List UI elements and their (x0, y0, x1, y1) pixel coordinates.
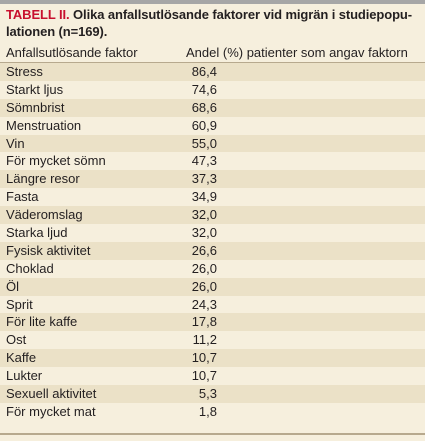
table-row: Stress 86,4 (0, 63, 425, 81)
table-row: Menstruation 60,9 (0, 117, 425, 135)
factor-cell: Vin (6, 135, 25, 151)
share-cell: 86,4 (191, 64, 217, 79)
table-row: Choklad 26,0 (0, 260, 425, 278)
table-caption: TABELL II. Olika anfallsutlösande faktor… (0, 4, 425, 40)
table-row: För mycket mat 1,8 (0, 403, 425, 421)
factor-cell: Sömnbrist (6, 99, 65, 115)
table-row: Fysisk aktivitet 26,6 (0, 241, 425, 260)
table-row: Sömnbrist 68,6 (0, 98, 425, 117)
factor-cell: Längre resor (6, 171, 80, 187)
table-body: Stress 86,4 Starkt ljus 74,6 Sömnbrist 68,6 Me… (0, 63, 425, 421)
factor-cell: Choklad (6, 260, 54, 276)
factor-cell: För lite kaffe (6, 314, 78, 330)
share-cell: 26,0 (191, 260, 217, 276)
share-cell: 17,8 (191, 314, 217, 330)
table-caption-text: Olika anfallsutlösande faktorer vid migr… (6, 7, 413, 39)
table-row: Starka ljud 32,0 (0, 224, 425, 242)
header-factor: Anfallsutlösande faktor (6, 45, 138, 60)
table-row: Vin 55,0 (0, 134, 425, 153)
factor-cell: Ost (6, 332, 27, 348)
share-cell: 10,7 (191, 350, 217, 366)
factor-cell: Stress (6, 64, 43, 79)
factor-cell: Kaffe (6, 350, 37, 366)
share-cell: 32,0 (191, 225, 217, 241)
factor-cell: Sexuell aktivitet (6, 386, 97, 402)
factor-cell: Lukter (6, 368, 43, 384)
share-cell: 24,3 (191, 296, 217, 312)
table-row: Starkt ljus 74,6 (0, 81, 425, 99)
factor-cell: Fasta (6, 189, 39, 205)
share-cell: 37,3 (191, 171, 217, 187)
share-cell: 74,6 (191, 81, 217, 97)
share-cell: 10,7 (191, 368, 217, 384)
table-row: För lite kaffe 17,8 (0, 313, 425, 332)
share-cell: 55,0 (191, 135, 217, 151)
share-cell: 26,0 (191, 278, 217, 294)
factor-cell: För mycket sömn (6, 153, 106, 169)
share-cell: 1,8 (198, 403, 217, 419)
factor-cell: Starka ljud (6, 225, 68, 241)
share-cell: 5,3 (198, 386, 217, 402)
factor-cell: Öl (6, 278, 19, 294)
bottom-rule (0, 433, 425, 435)
share-cell: 26,6 (191, 242, 217, 258)
factor-cell: Menstruation (6, 117, 82, 133)
table-row: Lukter 10,7 (0, 367, 425, 385)
table-row: Sprit 24,3 (0, 296, 425, 314)
factor-cell: Sprit (6, 296, 33, 312)
factor-cell: För mycket mat (6, 403, 96, 419)
table-label: TABELL II. (6, 7, 70, 22)
factor-cell: Väderomslag (6, 207, 83, 223)
table-row: Längre resor 37,3 (0, 170, 425, 189)
table-row: Sexuell aktivitet 5,3 (0, 385, 425, 403)
share-cell: 34,9 (191, 189, 217, 205)
table-row: Öl 26,0 (0, 277, 425, 296)
share-cell: 32,0 (191, 207, 217, 223)
share-cell: 11,2 (192, 332, 217, 348)
share-cell: 47,3 (191, 153, 217, 169)
table-row: Kaffe 10,7 (0, 349, 425, 368)
table-row: För mycket sömn 47,3 (0, 152, 425, 170)
table-row: Väderomslag 32,0 (0, 206, 425, 225)
header-share: Andel (%) patienter som angav faktorn (186, 45, 408, 60)
top-rule (0, 0, 425, 4)
table-header: Anfallsutlösande faktor Andel (%) patien… (0, 44, 425, 63)
table-row: Ost 11,2 (0, 331, 425, 349)
factor-cell: Starkt ljus (6, 81, 64, 97)
share-cell: 68,6 (191, 99, 217, 115)
share-cell: 60,9 (191, 117, 217, 133)
factor-cell: Fysisk aktivitet (6, 242, 91, 258)
table-row: Fasta 34,9 (0, 188, 425, 206)
